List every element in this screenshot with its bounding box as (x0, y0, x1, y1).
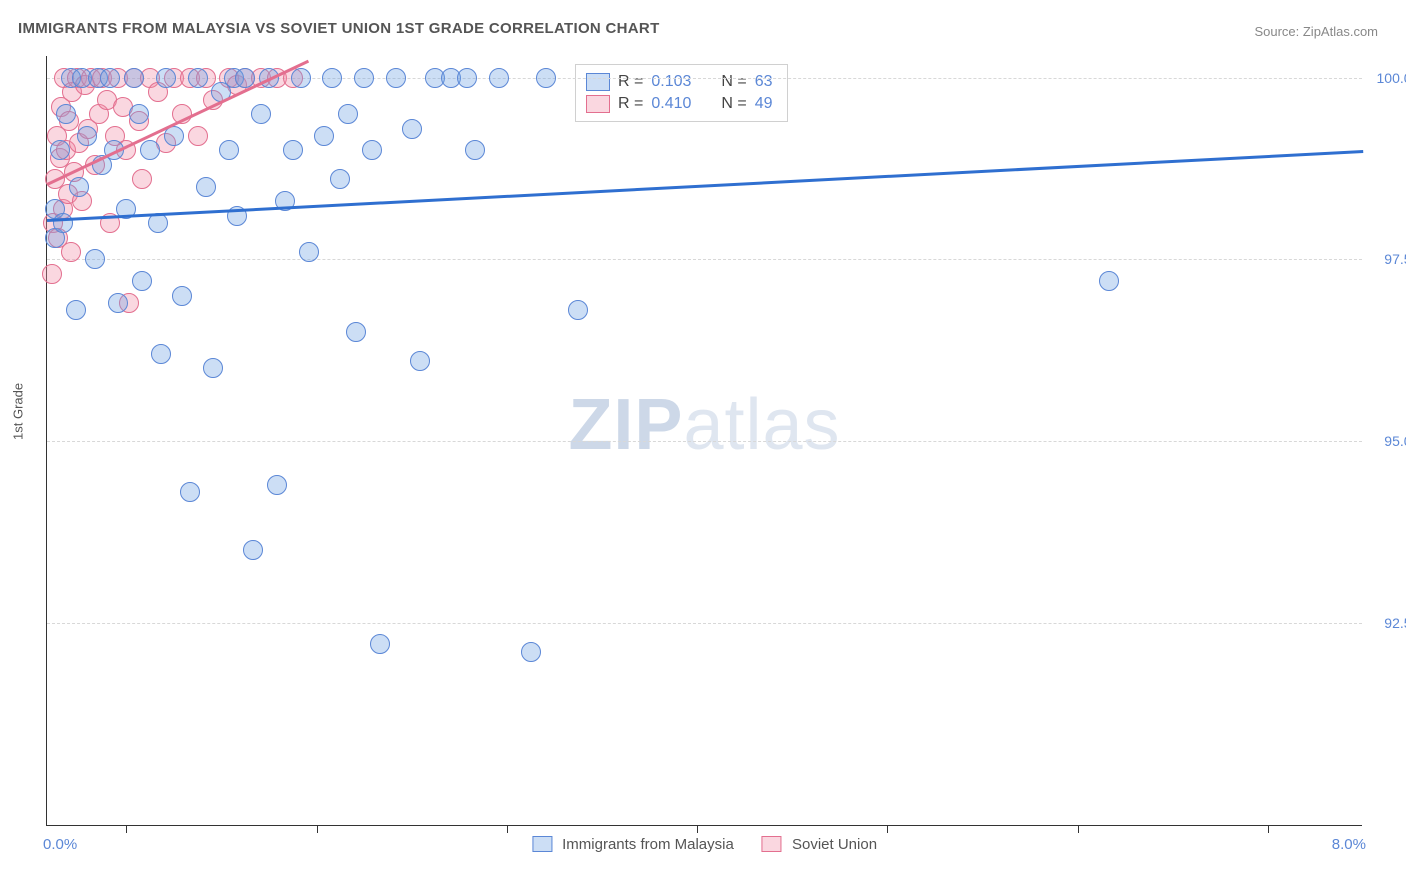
legend-item: Immigrants from Malaysia (532, 836, 734, 853)
data-point (219, 140, 239, 160)
scatter-plot-area: ZIPatlas R = 0.103 N = 63 R = 0.410 N = … (46, 56, 1362, 826)
stat-value: 63 (755, 73, 773, 91)
data-point (465, 140, 485, 160)
data-point (132, 169, 152, 189)
data-point (251, 104, 271, 124)
stat-value: 0.410 (651, 95, 691, 113)
data-point (203, 358, 223, 378)
data-point (330, 169, 350, 189)
data-point (386, 68, 406, 88)
x-tick (887, 825, 888, 833)
data-point (50, 140, 70, 160)
watermark: ZIPatlas (568, 384, 840, 466)
legend-item: Soviet Union (762, 836, 877, 853)
x-axis-max-label: 8.0% (1332, 836, 1366, 853)
data-point (338, 104, 358, 124)
gridline (47, 623, 1362, 624)
data-point (132, 271, 152, 291)
data-point (299, 242, 319, 262)
series-legend: Immigrants from Malaysia Soviet Union (532, 836, 877, 853)
data-point (489, 68, 509, 88)
source-attribution: Source: ZipAtlas.com (1254, 24, 1378, 39)
x-tick (507, 825, 508, 833)
stat-label: R = (618, 95, 643, 113)
swatch-icon (586, 73, 610, 91)
stat-value: 0.103 (651, 73, 691, 91)
x-tick (1268, 825, 1269, 833)
y-tick-label: 97.5% (1368, 251, 1406, 267)
data-point (124, 68, 144, 88)
data-point (180, 482, 200, 502)
data-point (346, 322, 366, 342)
data-point (188, 126, 208, 146)
data-point (536, 68, 556, 88)
data-point (53, 213, 73, 233)
data-point (129, 104, 149, 124)
data-point (69, 177, 89, 197)
x-tick (126, 825, 127, 833)
y-tick-label: 92.5% (1368, 615, 1406, 631)
swatch-icon (762, 836, 782, 852)
chart-title: IMMIGRANTS FROM MALAYSIA VS SOVIET UNION… (18, 20, 660, 37)
data-point (267, 475, 287, 495)
data-point (410, 351, 430, 371)
stat-value: 49 (755, 95, 773, 113)
data-point (196, 177, 216, 197)
legend-label: Immigrants from Malaysia (562, 836, 734, 853)
data-point (457, 68, 477, 88)
data-point (42, 264, 62, 284)
data-point (66, 300, 86, 320)
correlation-stats-box: R = 0.103 N = 63 R = 0.410 N = 49 (575, 64, 788, 122)
y-tick-label: 95.0% (1368, 433, 1406, 449)
stats-row-malaysia: R = 0.103 N = 63 (586, 71, 773, 93)
data-point (314, 126, 334, 146)
data-point (1099, 271, 1119, 291)
data-point (243, 540, 263, 560)
data-point (61, 242, 81, 262)
data-point (370, 634, 390, 654)
stat-label: N = (721, 73, 746, 91)
data-point (568, 300, 588, 320)
data-point (140, 140, 160, 160)
data-point (521, 642, 541, 662)
data-point (56, 104, 76, 124)
data-point (148, 213, 168, 233)
data-point (85, 249, 105, 269)
swatch-icon (532, 836, 552, 852)
data-point (108, 293, 128, 313)
x-tick (317, 825, 318, 833)
data-point (172, 286, 192, 306)
gridline (47, 259, 1362, 260)
gridline (47, 441, 1362, 442)
data-point (188, 68, 208, 88)
data-point (402, 119, 422, 139)
stat-label: N = (721, 95, 746, 113)
x-tick (1078, 825, 1079, 833)
data-point (291, 68, 311, 88)
data-point (283, 140, 303, 160)
data-point (322, 68, 342, 88)
data-point (362, 140, 382, 160)
legend-label: Soviet Union (792, 836, 877, 853)
data-point (156, 68, 176, 88)
swatch-icon (586, 95, 610, 113)
y-axis-title: 1st Grade (11, 383, 26, 440)
data-point (77, 126, 97, 146)
data-point (354, 68, 374, 88)
x-tick (697, 825, 698, 833)
y-tick-label: 100.0% (1368, 70, 1406, 86)
data-point (151, 344, 171, 364)
data-point (100, 68, 120, 88)
stat-label: R = (618, 73, 643, 91)
stats-row-soviet: R = 0.410 N = 49 (586, 93, 773, 115)
x-axis-min-label: 0.0% (43, 836, 77, 853)
